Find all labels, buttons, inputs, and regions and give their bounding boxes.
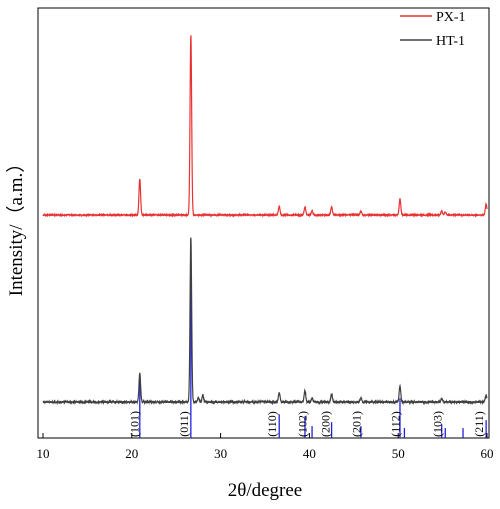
hkl-labels: (101) (011) (110) (102) (200) (201) (112) (103)… [127, 411, 486, 437]
x-tick-label: 30 [214, 446, 227, 461]
legend: PX-1 HT-1 [400, 10, 466, 49]
series-line-px-1 [42, 34, 488, 218]
x-tick-label: 60 [481, 446, 494, 461]
legend-label-px1: PX-1 [436, 10, 466, 25]
hkl-label: (102) [295, 411, 309, 437]
y-axis-label: Intensity/（a.m.） [5, 154, 27, 296]
hkl-label: (101) [127, 411, 141, 437]
hkl-label: (200) [318, 411, 332, 437]
hkl-label: (110) [265, 411, 279, 437]
plot-frame [37, 7, 490, 439]
x-tick-label: 20 [125, 446, 138, 461]
x-axis-ticks: 10 20 30 40 50 60 [37, 433, 494, 461]
hkl-label: (112) [389, 411, 403, 437]
hkl-label: (201) [349, 411, 363, 437]
x-tick-label: 50 [392, 446, 405, 461]
series-line-ht-1 [42, 237, 488, 406]
x-tick-label: 10 [37, 446, 50, 461]
x-tick-label: 40 [303, 446, 316, 461]
series-lines [42, 34, 488, 406]
hkl-label: (103) [430, 411, 444, 437]
hkl-label: (211) [472, 411, 486, 437]
legend-label-ht1: HT-1 [436, 34, 465, 49]
hkl-label: (011) [177, 411, 191, 437]
x-axis-label: 2θ/degree [228, 480, 303, 501]
